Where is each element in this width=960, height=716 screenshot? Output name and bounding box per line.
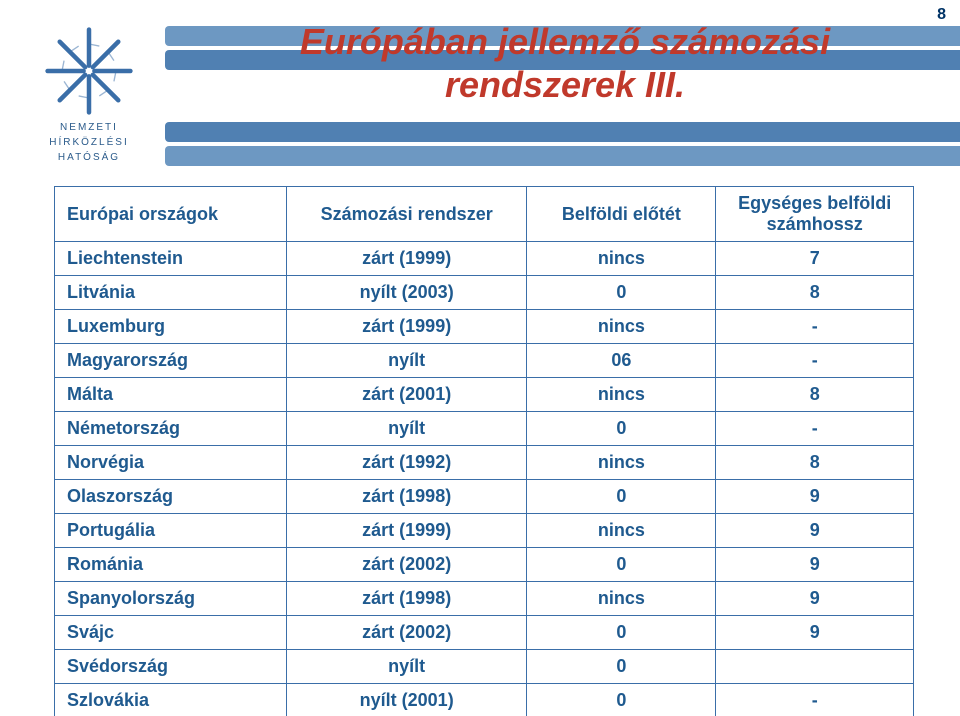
table-cell: nincs [527, 378, 716, 412]
table-header-cell: Számozási rendszer [286, 187, 527, 242]
logo-line-1: NEMZETI [14, 120, 164, 135]
table-cell: zárt (2002) [286, 548, 527, 582]
table-cell: 0 [527, 684, 716, 716]
table-cell: zárt (2002) [286, 616, 527, 650]
table-cell: 9 [716, 548, 914, 582]
table-cell: nincs [527, 582, 716, 616]
table-cell: Luxemburg [55, 310, 287, 344]
title-block: Európában jellemző számozási rendszerek … [175, 20, 955, 106]
numbering-table: Európai országokSzámozási rendszerBelföl… [54, 186, 914, 716]
table-cell: 0 [527, 548, 716, 582]
table-cell: 9 [716, 616, 914, 650]
table-cell: nyílt (2001) [286, 684, 527, 716]
table-cell: nincs [527, 446, 716, 480]
table-row: Norvégiazárt (1992)nincs8 [55, 446, 914, 480]
table-cell: Svájc [55, 616, 287, 650]
table-row: Portugáliazárt (1999)nincs9 [55, 514, 914, 548]
table-cell: Németország [55, 412, 287, 446]
table-header-row: Európai országokSzámozási rendszerBelföl… [55, 187, 914, 242]
table-cell: nincs [527, 514, 716, 548]
table-row: Spanyolországzárt (1998)nincs9 [55, 582, 914, 616]
title-line-2: rendszerek III. [175, 63, 955, 106]
table-cell: 8 [716, 446, 914, 480]
table-cell: 0 [527, 276, 716, 310]
table-cell: 0 [527, 480, 716, 514]
table-cell: Svédország [55, 650, 287, 684]
table-cell: - [716, 344, 914, 378]
table-header-cell: Egységes belföldi számhossz [716, 187, 914, 242]
table-row: Svédországnyílt0 [55, 650, 914, 684]
table-row: Svájczárt (2002)09 [55, 616, 914, 650]
table-cell: zárt (1999) [286, 514, 527, 548]
table-row: Szlovákianyílt (2001)0- [55, 684, 914, 716]
table-cell: zárt (1998) [286, 582, 527, 616]
table-row: Magyarországnyílt06- [55, 344, 914, 378]
table-cell: Szlovákia [55, 684, 287, 716]
logo-line-2: HÍRKÖZLÉSI [14, 135, 164, 150]
table-row: Liechtensteinzárt (1999)nincs7 [55, 242, 914, 276]
table-cell: nyílt (2003) [286, 276, 527, 310]
star-icon [44, 26, 134, 116]
table-cell: 0 [527, 616, 716, 650]
logo-block: NEMZETI HÍRKÖZLÉSI HATÓSÁG [14, 26, 164, 165]
logo-line-3: HATÓSÁG [14, 150, 164, 165]
header-banner [165, 146, 960, 166]
table-cell: - [716, 684, 914, 716]
table-cell: 7 [716, 242, 914, 276]
table-cell: nyílt [286, 650, 527, 684]
table-cell: 0 [527, 650, 716, 684]
table-cell: zárt (1999) [286, 310, 527, 344]
table-row: Olaszországzárt (1998)09 [55, 480, 914, 514]
table-cell: - [716, 310, 914, 344]
table-cell: Magyarország [55, 344, 287, 378]
table-row: Romániazárt (2002)09 [55, 548, 914, 582]
table-cell: 8 [716, 378, 914, 412]
table-row: Luxemburgzárt (1999)nincs- [55, 310, 914, 344]
table-cell: nincs [527, 310, 716, 344]
table-row: Litvánianyílt (2003)08 [55, 276, 914, 310]
table-row: Máltazárt (2001)nincs8 [55, 378, 914, 412]
title-line-1: Európában jellemző számozási [175, 20, 955, 63]
table-cell: zárt (2001) [286, 378, 527, 412]
table-row: Németországnyílt0- [55, 412, 914, 446]
table-cell: Litvánia [55, 276, 287, 310]
table-cell: Málta [55, 378, 287, 412]
table-cell: zárt (1999) [286, 242, 527, 276]
table-cell: - [716, 412, 914, 446]
table-cell: zárt (1998) [286, 480, 527, 514]
table-cell: 0 [527, 412, 716, 446]
table-cell: Románia [55, 548, 287, 582]
table-cell: nyílt [286, 412, 527, 446]
table-cell: zárt (1992) [286, 446, 527, 480]
slide-page: 8 NEMZETI HÍRKÖZLÉSI HATÓSÁG Európában j… [0, 0, 960, 716]
table-cell: Norvégia [55, 446, 287, 480]
table-cell: Liechtenstein [55, 242, 287, 276]
table-cell: 06 [527, 344, 716, 378]
table-cell: nincs [527, 242, 716, 276]
table-header-cell: Európai országok [55, 187, 287, 242]
table-cell: 8 [716, 276, 914, 310]
table-cell: 9 [716, 480, 914, 514]
table-cell: Olaszország [55, 480, 287, 514]
table-cell [716, 650, 914, 684]
table-header-cell: Belföldi előtét [527, 187, 716, 242]
header-banner [165, 122, 960, 142]
table-cell: Spanyolország [55, 582, 287, 616]
table-container: Európai országokSzámozási rendszerBelföl… [54, 186, 914, 716]
table-cell: 9 [716, 582, 914, 616]
table-cell: Portugália [55, 514, 287, 548]
table-cell: 9 [716, 514, 914, 548]
table-cell: nyílt [286, 344, 527, 378]
